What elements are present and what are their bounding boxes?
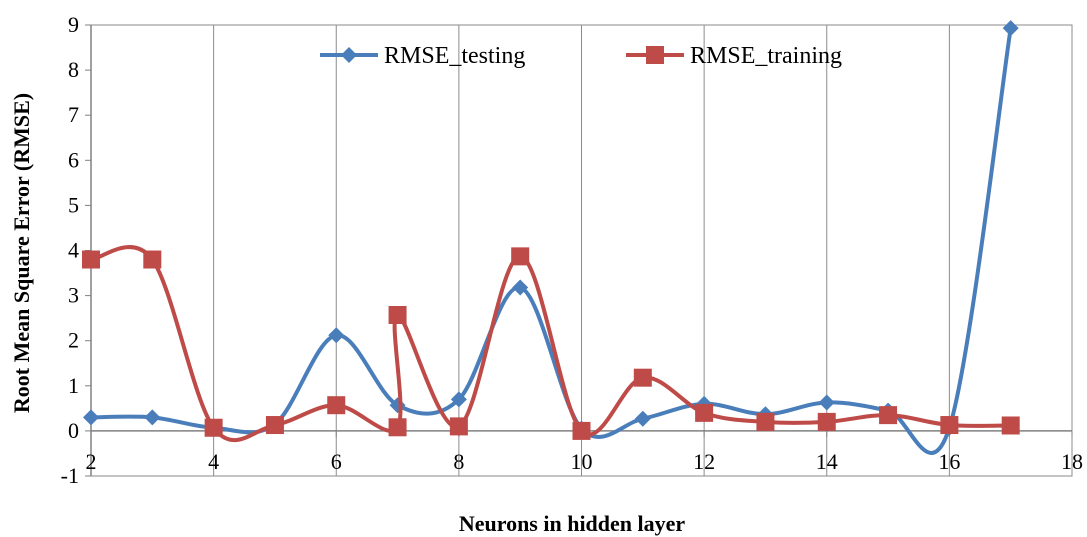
data-point xyxy=(328,327,345,344)
data-point xyxy=(83,409,99,426)
y-tick-label: -1 xyxy=(61,463,79,488)
y-tick-label: 3 xyxy=(68,283,79,308)
data-point xyxy=(817,412,836,431)
x-tick-label: 14 xyxy=(816,449,838,474)
y-axis-title: Root Mean Square Error (RMSE) xyxy=(9,93,34,413)
data-point xyxy=(388,305,407,324)
legend-label: RMSE_training xyxy=(690,43,842,69)
legend-item: RMSE_training xyxy=(626,43,842,69)
legend-label: RMSE_testing xyxy=(384,43,525,69)
data-point xyxy=(756,412,775,431)
data-point xyxy=(633,368,652,387)
y-tick-label: 6 xyxy=(68,147,79,172)
series-rmse-testing xyxy=(83,20,1019,455)
x-tick-label: 2 xyxy=(86,449,97,474)
data-point xyxy=(818,394,835,411)
y-tick-label: 0 xyxy=(68,418,79,443)
data-point xyxy=(695,403,714,422)
data-point xyxy=(511,247,530,266)
data-point xyxy=(940,416,959,435)
data-point xyxy=(572,421,591,440)
data-point xyxy=(204,418,223,437)
data-point xyxy=(1002,20,1019,37)
legend-swatch-marker xyxy=(341,47,357,63)
y-tick-labels: -1 0 1 2 3 4 5 6 7 8 9 xyxy=(61,12,79,488)
data-point xyxy=(879,406,898,425)
y-tick-label: 1 xyxy=(68,373,79,398)
data-point xyxy=(512,279,529,296)
x-tick-label: 18 xyxy=(1061,449,1083,474)
legend: RMSE_testing RMSE_training xyxy=(320,43,842,69)
x-tick-label: 10 xyxy=(571,449,593,474)
data-point xyxy=(450,391,467,408)
x-tick-label: 16 xyxy=(938,449,960,474)
data-point xyxy=(144,409,161,426)
y-tick-label: 8 xyxy=(68,57,79,82)
legend-swatch-marker xyxy=(646,46,664,64)
data-point xyxy=(327,396,346,415)
y-tick-label: 5 xyxy=(68,192,79,217)
legend-item: RMSE_testing xyxy=(320,43,525,69)
y-tick-label: 4 xyxy=(68,238,79,263)
series-line xyxy=(90,27,1013,455)
series-layer xyxy=(82,20,1020,455)
x-tick-labels: 2 4 6 8 10 12 14 16 18 xyxy=(86,449,1084,474)
y-tick-label: 2 xyxy=(68,328,79,353)
x-axis-title: Neurons in hidden layer xyxy=(459,511,686,536)
x-tick-label: 6 xyxy=(331,449,342,474)
data-point xyxy=(143,250,162,269)
axes xyxy=(85,24,1073,477)
data-point xyxy=(265,416,284,435)
data-point xyxy=(1001,416,1020,435)
data-point xyxy=(449,417,468,436)
series-rmse-training xyxy=(82,245,1020,443)
data-point xyxy=(82,250,100,269)
y-tick-label: 9 xyxy=(68,12,79,37)
series-line xyxy=(90,245,1011,443)
x-tick-label: 4 xyxy=(208,449,219,474)
y-tick-label: 7 xyxy=(68,102,79,127)
data-point xyxy=(634,410,651,427)
x-tick-label: 8 xyxy=(453,449,464,474)
data-point xyxy=(388,418,407,437)
x-tick-label: 12 xyxy=(693,449,715,474)
